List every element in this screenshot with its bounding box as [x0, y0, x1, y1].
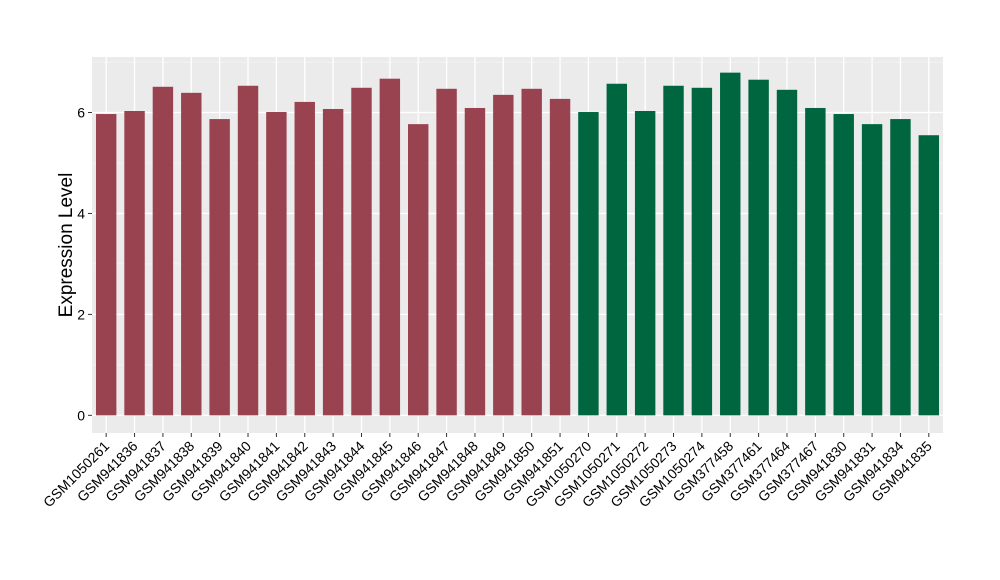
- y-axis: 0 2 4 6: [77, 105, 92, 423]
- bar: [124, 111, 145, 416]
- y-tick-label: 4: [77, 205, 85, 221]
- y-axis-title: Expression Level: [56, 173, 77, 318]
- bar: [634, 111, 656, 416]
- bar: [237, 85, 259, 416]
- y-tick-label: 6: [77, 105, 85, 121]
- bar: [351, 87, 372, 416]
- bar: [294, 101, 315, 416]
- bar: [322, 108, 344, 416]
- bar: [833, 114, 854, 416]
- bar: [266, 112, 287, 416]
- bar: [918, 135, 940, 416]
- bar: [776, 89, 798, 416]
- bar: [748, 79, 769, 416]
- bar: [549, 98, 571, 416]
- bar: [493, 94, 514, 416]
- bar: [720, 72, 741, 416]
- bar: [805, 107, 826, 416]
- bar: [521, 88, 542, 416]
- bar: [691, 87, 713, 416]
- bar: [436, 88, 457, 416]
- bar: [379, 78, 401, 416]
- bar: [861, 124, 883, 416]
- y-tick-label: 0: [77, 407, 85, 423]
- bar: [209, 119, 230, 416]
- plot-panel: [92, 57, 943, 433]
- bar: [578, 112, 599, 416]
- x-axis: GSM1050261GSM941836GSM941837GSM941838GSM…: [40, 433, 935, 510]
- bar: [464, 107, 486, 416]
- bar: [95, 114, 117, 416]
- bar: [606, 83, 627, 416]
- bars: [95, 72, 940, 416]
- bar: [890, 119, 911, 416]
- bar: [181, 92, 202, 416]
- bar: [663, 85, 684, 416]
- bar: [152, 86, 174, 416]
- y-tick-label: 2: [77, 306, 85, 322]
- bar: [408, 124, 429, 416]
